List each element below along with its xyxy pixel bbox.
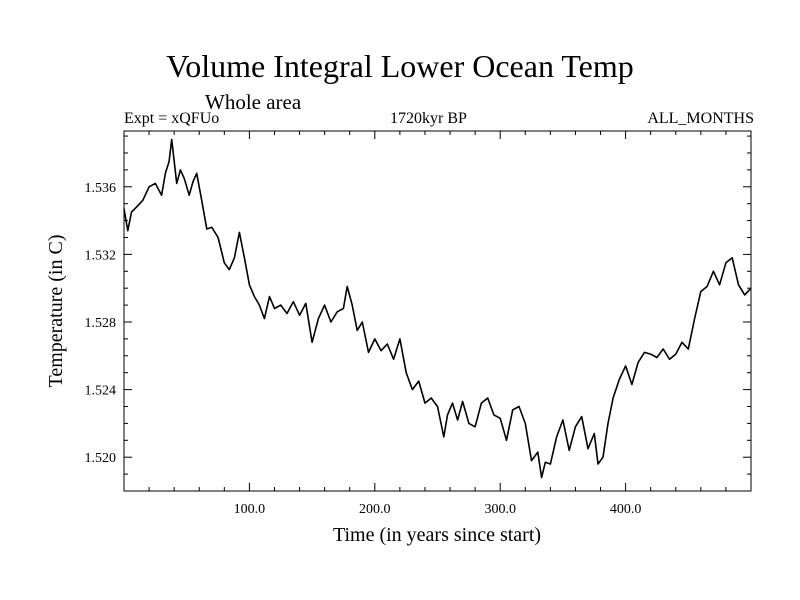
experiment-label: Expt = xQFUo [124,110,220,127]
y-axis-label: Temperature (in C) [45,235,67,388]
x-axis-label: Time (in years since start) [333,524,541,546]
x-tick-label: 300.0 [484,502,516,517]
y-axis: 1.520 1.524 1.528 1.532 1.536 [85,135,751,492]
y-tick-label: 1.520 [85,451,117,466]
y-tick-label: 1.528 [85,316,117,331]
series-layer [123,138,752,479]
x-axis: 100.0 200.0 300.0 400.0 [148,131,727,517]
period-label: 1720kyr BP [390,110,467,127]
x-tick-label: 200.0 [359,502,391,517]
chart-title: Volume Integral Lower Ocean Temp [166,48,634,84]
months-label: ALL_MONTHS [647,110,754,127]
x-tick-label: 100.0 [234,502,266,517]
y-tick-label: 1.532 [85,248,117,263]
x-tick-label: 400.0 [610,502,642,517]
y-tick-label: 1.524 [85,384,117,399]
plot-frame [123,130,752,492]
y-tick-label: 1.536 [85,181,117,196]
chart-subtitle: Whole area [205,90,302,114]
series-line [123,138,752,479]
